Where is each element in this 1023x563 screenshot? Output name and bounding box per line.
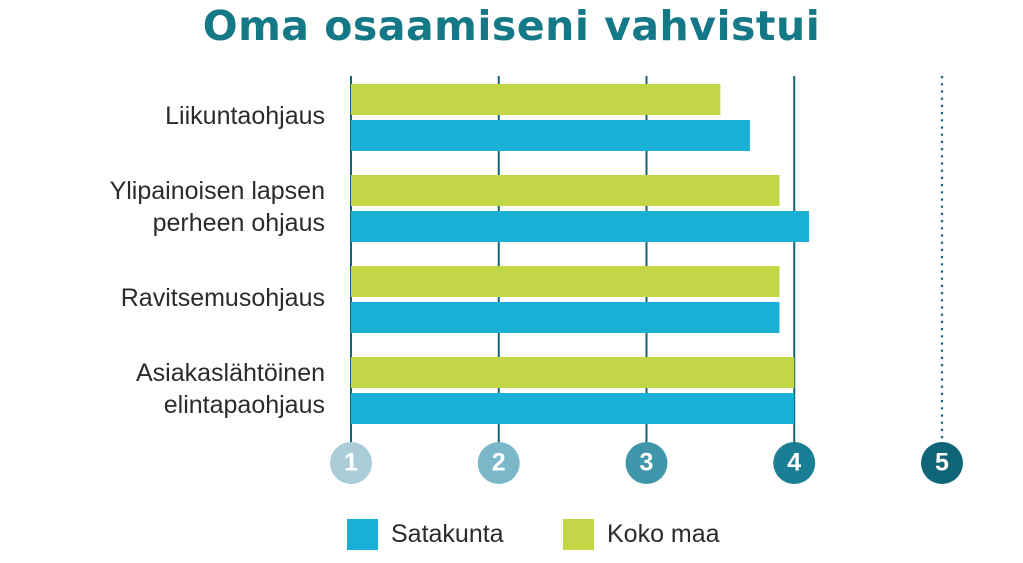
tick-marker-1 xyxy=(330,442,372,484)
bar-satakunta-1 xyxy=(351,120,750,151)
category-label: Asiakaslähtöinen xyxy=(136,359,325,387)
bar-koko-maa-2 xyxy=(351,175,780,206)
chart-title: Oma osaamiseni vahvistui xyxy=(202,2,821,50)
legend-label-koko-maa: Koko maa xyxy=(607,520,720,548)
category-label: perheen ohjaus xyxy=(153,209,325,237)
bar-koko-maa-4 xyxy=(351,357,795,388)
bars xyxy=(351,84,810,424)
legend-label-satakunta: Satakunta xyxy=(391,520,504,548)
bar-satakunta-2 xyxy=(351,211,810,242)
bar-satakunta-4 xyxy=(351,393,795,424)
legend: Satakunta Koko maa xyxy=(347,519,720,550)
category-label: Liikuntaohjaus xyxy=(165,102,325,130)
x-axis-ticks: 1 2 3 4 5 xyxy=(330,442,963,484)
tick-label-4: 4 xyxy=(787,449,801,477)
tick-label-3: 3 xyxy=(640,449,654,477)
tick-label-2: 2 xyxy=(492,449,506,477)
category-label: Ravitsemusohjaus xyxy=(121,284,325,312)
tick-label-5: 5 xyxy=(935,449,949,477)
bar-satakunta-3 xyxy=(351,302,780,333)
bar-koko-maa-1 xyxy=(351,84,721,115)
legend-swatch-koko-maa xyxy=(563,519,594,550)
legend-swatch-satakunta xyxy=(347,519,378,550)
tick-marker-4 xyxy=(773,442,816,484)
tick-marker-3 xyxy=(625,442,668,484)
tick-marker-2 xyxy=(477,442,520,484)
category-labels: Liikuntaohjaus Ylipainoisen lapsen perheen… xyxy=(110,102,325,419)
category-label: elintapaohjaus xyxy=(164,391,325,419)
category-label: Ylipainoisen lapsen xyxy=(110,177,325,205)
tick-label-1: 1 xyxy=(344,449,358,477)
bar-koko-maa-3 xyxy=(351,266,780,297)
tick-marker-5 xyxy=(921,442,963,484)
